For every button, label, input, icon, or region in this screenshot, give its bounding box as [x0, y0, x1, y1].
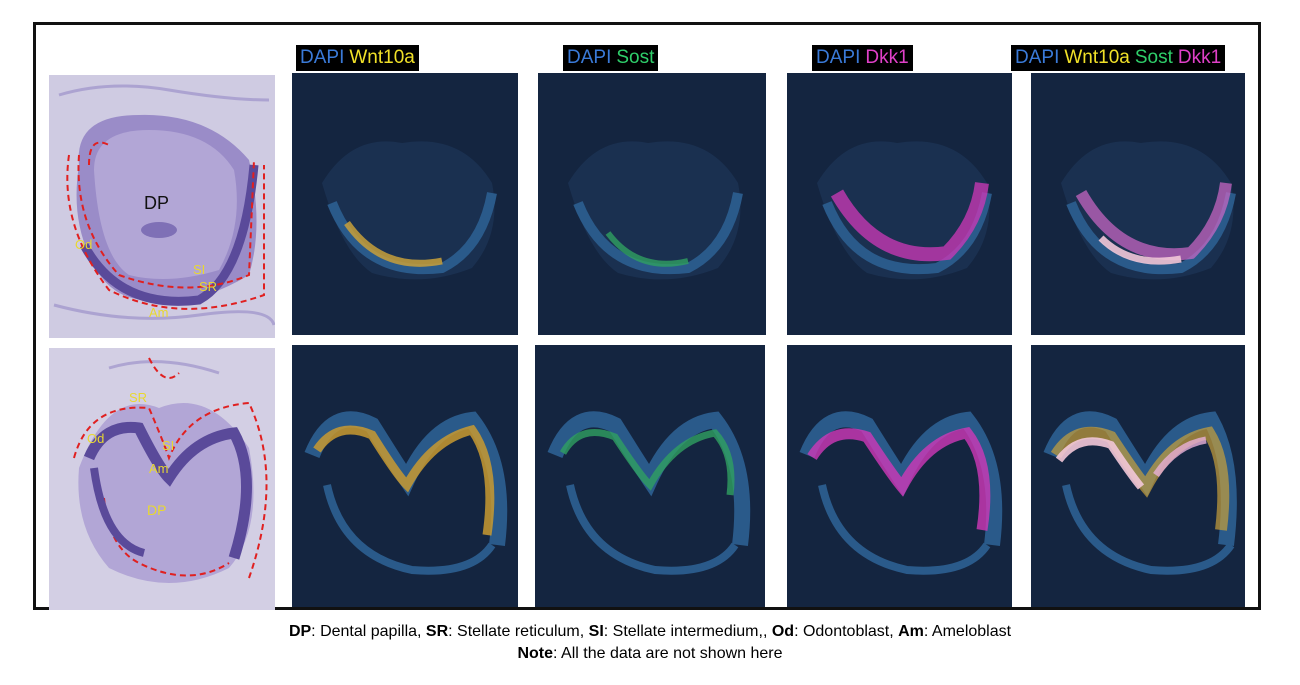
- label-si: SI: [193, 262, 206, 277]
- if-image: [1031, 73, 1245, 335]
- label-od: Od: [75, 237, 93, 252]
- if-wnt10a-bottom: [292, 345, 518, 607]
- label-am: Am: [149, 305, 169, 320]
- if-sost-top: [538, 73, 766, 335]
- if-image: [787, 345, 1012, 607]
- label-sr: SR: [199, 279, 218, 294]
- if-image: [292, 73, 518, 335]
- header-dapi-wnt10a: DAPI Wnt10a: [296, 45, 419, 71]
- header-merge: DAPI Wnt10a Sost Dkk1: [1011, 45, 1226, 71]
- abbreviation-legend: DP: Dental papilla, SR: Stellate reticul…: [288, 623, 1012, 640]
- if-image: [535, 345, 765, 607]
- label-od: Od: [87, 431, 105, 446]
- label-si: SI: [162, 438, 175, 453]
- if-sost-bottom: [535, 345, 765, 607]
- label-dp: DP: [147, 502, 167, 518]
- if-merge-bottom: [1031, 345, 1245, 607]
- if-image: [787, 73, 1012, 335]
- histology-panel-top: DP Od SI SR Am: [49, 75, 275, 338]
- histology-panel-bottom: SR Od SI Am DP: [49, 348, 275, 610]
- he-cap-stage-image: [49, 348, 275, 610]
- if-image: [292, 345, 518, 607]
- header-dapi-dkk1: DAPI Dkk1: [812, 45, 913, 71]
- label-am: Am: [149, 461, 169, 476]
- label-dp: DP: [144, 193, 170, 213]
- note-line: Note: All the data are not shown here: [517, 645, 783, 662]
- he-tooth-bud-image: [49, 75, 275, 338]
- if-dkk1-top: [787, 73, 1012, 335]
- if-image: [538, 73, 766, 335]
- label-sr: SR: [129, 390, 148, 405]
- if-image: [1031, 345, 1245, 607]
- if-wnt10a-top: [292, 73, 518, 335]
- header-dapi-sost: DAPI Sost: [563, 45, 659, 71]
- if-merge-top: [1031, 73, 1245, 335]
- if-dkk1-bottom: [787, 345, 1012, 607]
